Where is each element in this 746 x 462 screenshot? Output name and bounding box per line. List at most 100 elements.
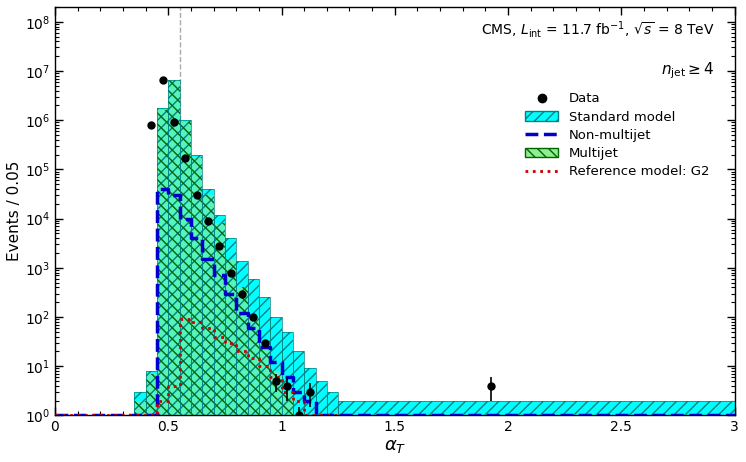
Bar [327,392,338,462]
Bar [213,215,225,462]
Bar [281,392,293,462]
Bar [123,415,134,462]
Bar [112,415,123,462]
Bar [191,155,202,462]
Bar [78,415,89,462]
Bar [225,259,236,462]
Bar [316,415,327,462]
Bar [145,371,157,462]
Bar [89,415,100,462]
Bar [134,392,145,462]
Bar [123,415,134,462]
Bar [169,79,180,462]
Bar [100,415,112,462]
Text: CMS, $L_{\mathrm{int}}$ = 11.7 fb$^{-1}$, $\sqrt{s}$ = 8 TeV: CMS, $L_{\mathrm{int}}$ = 11.7 fb$^{-1}$… [480,19,714,40]
Bar [55,415,66,462]
Bar [304,415,316,462]
Bar [338,401,735,462]
Bar [213,223,225,462]
Bar [145,371,157,462]
Bar [55,415,66,462]
Bar [304,369,316,462]
Bar [316,381,327,462]
Bar [270,371,281,462]
Bar [248,279,259,462]
Bar [316,381,327,462]
Bar [55,415,66,462]
Bar [134,392,145,462]
Bar [236,261,248,462]
Bar [327,392,338,462]
Bar [270,317,281,462]
Bar [338,415,735,462]
Bar [134,401,145,462]
Bar [78,415,89,462]
Bar [157,110,169,462]
Bar [202,195,213,462]
Bar [248,279,259,462]
Bar [100,415,112,462]
Bar [259,298,270,462]
Bar [304,369,316,462]
Bar [78,415,89,462]
Bar [338,401,735,462]
Bar [123,415,134,462]
Bar [55,415,66,462]
Bar [89,415,100,462]
Bar [112,415,123,462]
Bar [180,122,191,462]
Bar [259,298,270,462]
Bar [202,189,213,462]
Bar [248,317,259,462]
Bar [304,415,316,462]
Bar [100,415,112,462]
Bar [259,343,270,462]
X-axis label: $\alpha_T$: $\alpha_T$ [383,437,406,455]
Legend: Data, Standard model, Non-multijet, Multijet, Reference model: G2: Data, Standard model, Non-multijet, Mult… [520,87,715,184]
Bar [89,415,100,462]
Bar [66,415,78,462]
Bar [316,415,327,462]
Bar [213,215,225,462]
Bar [248,317,259,462]
Bar [66,415,78,462]
Bar [89,415,100,462]
Bar [145,374,157,462]
Bar [202,195,213,462]
Bar [281,332,293,462]
Bar [281,332,293,462]
Bar [202,189,213,462]
Bar [270,371,281,462]
Bar [293,352,304,462]
Bar [213,223,225,462]
Bar [157,108,169,462]
Bar [145,374,157,462]
Bar [66,415,78,462]
Bar [293,415,304,462]
Bar [169,79,180,462]
Bar [123,415,134,462]
Bar [134,401,145,462]
Bar [236,287,248,462]
Bar [169,80,180,462]
Bar [180,120,191,462]
Bar [78,415,89,462]
Bar [191,155,202,462]
Bar [100,415,112,462]
Bar [66,415,78,462]
Bar [327,415,338,462]
Bar [327,415,338,462]
Bar [112,415,123,462]
Bar [225,238,236,462]
Bar [236,261,248,462]
Bar [236,287,248,462]
Bar [293,352,304,462]
Bar [112,415,123,462]
Bar [180,122,191,462]
Bar [338,415,735,462]
Bar [225,259,236,462]
Bar [169,80,180,462]
Bar [191,157,202,462]
Bar [191,157,202,462]
Bar [157,110,169,462]
